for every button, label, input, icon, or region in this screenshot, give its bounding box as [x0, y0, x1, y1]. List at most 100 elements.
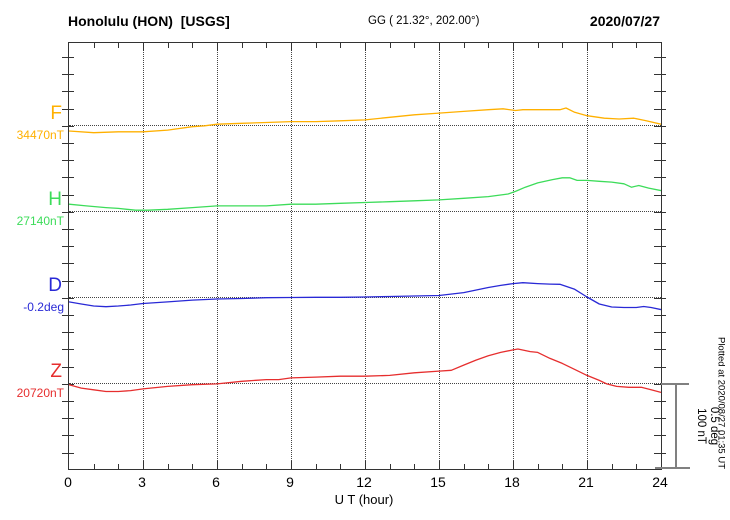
hour-tick: [513, 461, 514, 469]
right-axis-tick: [654, 367, 666, 368]
vertical-gridline: [217, 43, 218, 469]
x-tick-label-24: 24: [652, 474, 668, 490]
trace-curves: [69, 107, 661, 394]
right-axis-tick: [654, 453, 666, 454]
trace-F: [69, 107, 661, 134]
series-letter-H: H: [48, 189, 62, 210]
hour-tick: [93, 464, 95, 469]
hour-tick: [463, 43, 465, 48]
hour-tick: [143, 43, 144, 51]
hour-tick: [537, 464, 539, 469]
left-axis-tick: [62, 177, 74, 178]
hour-tick: [192, 43, 194, 48]
x-axis-title: U T (hour): [334, 492, 394, 507]
hour-tick: [291, 461, 292, 469]
hour-tick: [118, 464, 120, 469]
left-axis-tick: [62, 143, 74, 144]
right-axis-tick: [654, 418, 666, 419]
right-axis-tick: [654, 332, 666, 333]
right-axis-tick: [654, 212, 666, 213]
hour-tick: [562, 464, 564, 469]
right-axis-tick: [654, 263, 666, 264]
right-axis-tick: [654, 160, 666, 161]
hour-tick: [611, 43, 613, 48]
left-axis-tick: [62, 384, 74, 385]
right-axis-tick: [654, 109, 666, 110]
right-axis-tick: [654, 57, 666, 58]
hour-tick: [389, 464, 391, 469]
left-axis-tick: [62, 126, 74, 127]
x-tick-label-6: 6: [212, 474, 220, 490]
vertical-gridline: [365, 43, 366, 469]
hour-tick: [439, 461, 440, 469]
left-axis-tick: [62, 263, 74, 264]
trace-D: [69, 282, 661, 311]
hour-tick: [463, 464, 465, 469]
hour-tick: [93, 43, 95, 48]
hour-tick: [389, 43, 391, 48]
left-axis-tick: [62, 401, 74, 402]
hour-tick: [118, 43, 120, 48]
left-axis-tick: [62, 74, 74, 75]
right-axis-tick: [654, 349, 666, 350]
series-letter-D: D: [48, 275, 62, 296]
hour-tick: [365, 461, 366, 469]
right-axis-tick: [654, 126, 666, 127]
left-axis-tick: [62, 367, 74, 368]
hour-tick: [315, 464, 317, 469]
hour-tick: [414, 464, 416, 469]
hour-tick: [414, 43, 416, 48]
left-axis-tick: [62, 195, 74, 196]
plotted-at-note: Plotted at 2020/08/27 01:35 UT: [715, 336, 727, 470]
left-axis-tick: [62, 298, 74, 299]
left-axis-tick: [62, 315, 74, 316]
hour-tick: [611, 464, 613, 469]
hour-tick: [241, 464, 243, 469]
hour-tick: [587, 461, 588, 469]
right-axis-tick: [654, 435, 666, 436]
hour-tick: [266, 43, 268, 48]
left-axis-tick: [62, 212, 74, 213]
hour-tick: [340, 43, 342, 48]
left-axis-tick: [62, 332, 74, 333]
right-axis-tick: [654, 298, 666, 299]
baseline-line-F: [69, 125, 661, 126]
x-tick-label-3: 3: [138, 474, 146, 490]
hour-tick: [315, 43, 317, 48]
scale-bar-label-nt: 100 nT: [695, 408, 707, 444]
series-baseline-Z: 20720nT: [16, 386, 64, 400]
hour-tick: [587, 43, 588, 51]
left-axis-tick: [62, 418, 74, 419]
vertical-gridline: [439, 43, 440, 469]
hour-tick: [365, 43, 366, 51]
hour-tick: [439, 43, 440, 51]
hour-tick: [217, 461, 218, 469]
series-letter-F: F: [50, 103, 62, 124]
x-tick-label-0: 0: [64, 474, 72, 490]
left-axis-tick: [62, 281, 74, 282]
right-axis-tick: [654, 74, 666, 75]
series-baseline-D: -0.2deg: [23, 300, 64, 314]
vertical-gridline: [143, 43, 144, 469]
right-axis-tick: [654, 143, 666, 144]
left-axis-tick: [62, 57, 74, 58]
baseline-line-H: [69, 211, 661, 212]
x-tick-label-12: 12: [356, 474, 372, 490]
plot-frame: [62, 42, 666, 470]
x-tick-label-21: 21: [578, 474, 594, 490]
hour-tick: [192, 464, 194, 469]
hour-tick: [537, 43, 539, 48]
series-baseline-F: 34470nT: [16, 128, 64, 142]
left-axis-tick: [62, 349, 74, 350]
hour-tick: [488, 43, 490, 48]
vertical-gridline: [291, 43, 292, 469]
x-tick-label-9: 9: [286, 474, 294, 490]
hour-tick: [217, 43, 218, 51]
x-tick-label-18: 18: [504, 474, 520, 490]
left-axis-tick: [62, 453, 74, 454]
right-axis-tick: [654, 384, 666, 385]
x-tick-label-15: 15: [430, 474, 446, 490]
left-axis-tick: [62, 246, 74, 247]
left-axis-tick: [62, 109, 74, 110]
hour-tick: [488, 464, 490, 469]
